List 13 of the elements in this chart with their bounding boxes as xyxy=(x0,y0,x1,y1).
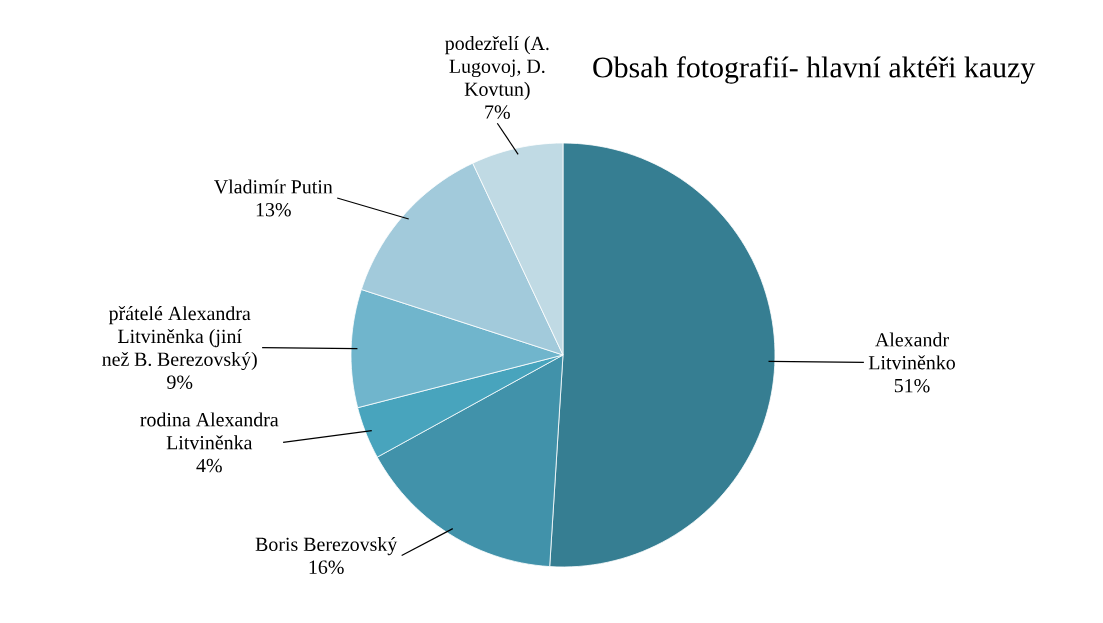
slice-label: podezřelí (A. Lugovoj, D. Kovtun) xyxy=(445,36,549,100)
slice-label: Alexandr Litviněnko xyxy=(868,332,955,370)
data-label: 7% xyxy=(485,105,510,119)
text: Obsah fotografií- hlavní aktéři kauzy xyxy=(593,56,1036,84)
data-label: 16% xyxy=(309,560,344,574)
slice-label: rodina Alexandra Litviněnka xyxy=(140,412,279,450)
slice-label: Boris Berezovský xyxy=(255,536,398,556)
slice-label: Vladimír Putin xyxy=(214,179,333,194)
data-label: 9% xyxy=(167,375,193,389)
data-label: 51% xyxy=(894,378,930,393)
data-label: 4% xyxy=(196,458,222,473)
data-label: 13% xyxy=(256,202,291,217)
slice-label: přátelé Alexandra Litviněnka (jiní než B. Berezovský) xyxy=(102,306,257,371)
